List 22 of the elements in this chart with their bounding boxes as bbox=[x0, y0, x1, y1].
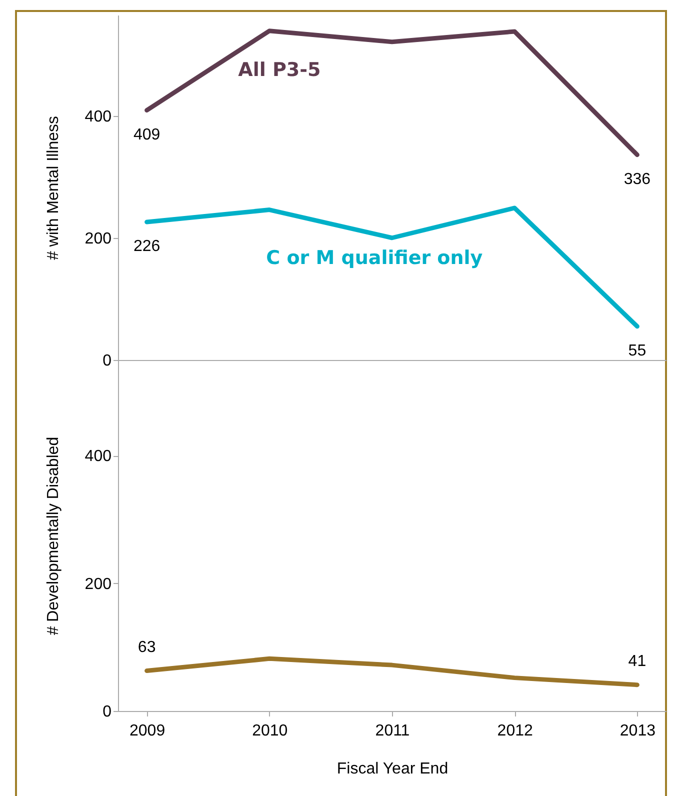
data-label: 55 bbox=[628, 342, 646, 360]
x-tick-label: 2013 bbox=[620, 722, 656, 740]
series-label: All P3-5 bbox=[238, 58, 321, 81]
x-tick-label: 2011 bbox=[375, 722, 410, 740]
data-label: 63 bbox=[138, 638, 156, 656]
y-axis-title: # with Mental Illness bbox=[44, 116, 62, 260]
y-axis-title: # Developmentally Disabled bbox=[44, 436, 62, 636]
data-label: 41 bbox=[628, 652, 646, 670]
y-tick-label: 400 bbox=[84, 108, 112, 126]
y-tick-label: 200 bbox=[84, 576, 112, 593]
y-tick-label: 200 bbox=[84, 230, 112, 248]
x-tick-label: 2009 bbox=[130, 722, 166, 740]
y-tick-label: 0 bbox=[102, 704, 112, 720]
y-tick-label: 0 bbox=[102, 352, 112, 370]
data-label: 336 bbox=[624, 170, 651, 188]
y-tick-label: 400 bbox=[84, 448, 112, 466]
data-label: 226 bbox=[133, 238, 160, 255]
series-label: C or M qualifier only bbox=[266, 246, 484, 269]
x-axis-title: Fiscal Year End bbox=[336, 760, 448, 778]
data-label: 409 bbox=[133, 126, 160, 144]
x-tick-label: 2012 bbox=[497, 722, 533, 740]
x-tick-label: 2010 bbox=[252, 722, 288, 740]
